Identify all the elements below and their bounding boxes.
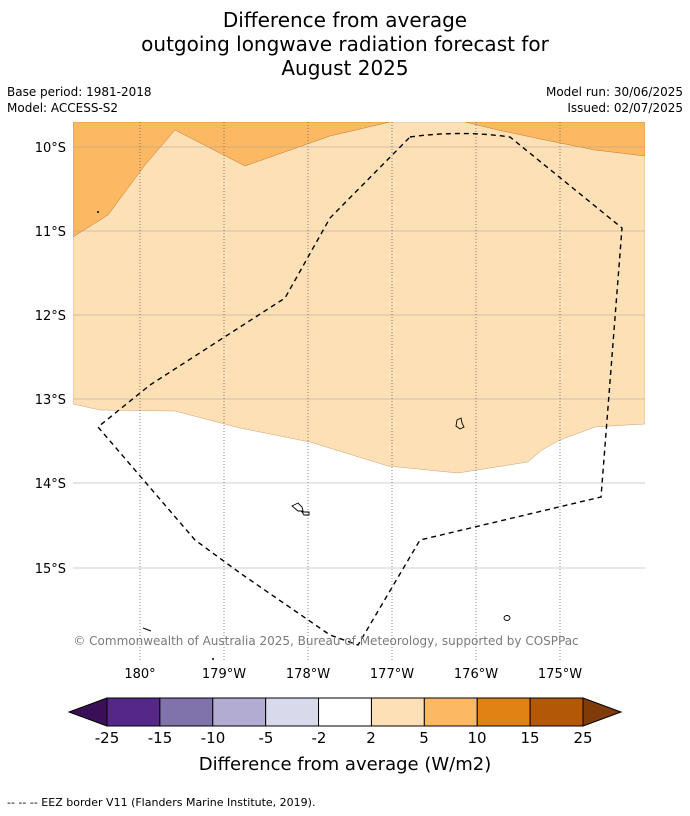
anomaly-region-2-to-5 [73, 122, 645, 474]
cb-tick-minus2: -2 [312, 729, 327, 747]
lon-label-175w: 175°W [538, 667, 582, 682]
colorbar-segment-6 [423, 697, 478, 727]
lat-label-12s: 12°S [35, 309, 66, 324]
meta-left: Base period: 1981-2018 Model: ACCESS-S2 [7, 84, 152, 116]
title-line-1: Difference from average [222, 8, 468, 32]
title-line-3: August 2025 [281, 56, 409, 80]
colorbar-segment-7 [476, 697, 531, 727]
colorbar: -25 -15 -10 -5 -2 2 5 10 15 25 Differenc… [67, 697, 623, 775]
lat-label-14s: 14°S [35, 477, 66, 492]
colorbar-segment-2 [212, 697, 267, 727]
lon-label-180: 180° [124, 667, 155, 682]
copyright-text: © Commonwealth of Australia 2025, Bureau… [73, 634, 578, 648]
colorbar-segment-0 [106, 697, 161, 727]
lon-label-177w: 177°W [370, 667, 414, 682]
map-title: Difference from average outgoing longwav… [0, 8, 690, 80]
cb-tick-minus15: -15 [148, 729, 173, 747]
model-run-text: Model run: 30/06/2025 [545, 85, 683, 99]
anomaly-region-5-to-10-east [464, 122, 645, 157]
cb-tick-15: 15 [520, 729, 539, 747]
lat-label-15s: 15°S [35, 562, 66, 577]
island-north-dot [97, 211, 99, 213]
colorbar-segments [106, 697, 584, 727]
map-plot-area [73, 122, 645, 660]
lat-label-11s: 11°S [35, 225, 66, 240]
colorbar-segment-3 [265, 697, 320, 727]
longitude-labels: 180° 179°W 178°W 177°W 176°W 175°W [124, 667, 582, 682]
island-south-dot [212, 658, 214, 660]
latitude-gridlines [73, 146, 645, 569]
meta-right: Model run: 30/06/2025 Issued: 02/07/2025 [546, 84, 683, 116]
lat-label-10s: 10°S [35, 141, 66, 156]
issued-text: Issued: 02/07/2025 [567, 101, 683, 115]
lon-label-178w: 178°W [286, 667, 330, 682]
cb-tick-minus5: -5 [259, 729, 274, 747]
cb-tick-25: 25 [573, 729, 592, 747]
latitude-labels: 10°S 11°S 12°S 13°S 14°S 15°S [35, 141, 66, 577]
cb-tick-5: 5 [419, 729, 429, 747]
colorbar-low-extend [67, 697, 108, 727]
lon-label-179w: 179°W [202, 667, 246, 682]
cb-tick-minus25: -25 [95, 729, 120, 747]
lat-label-13s: 13°S [35, 393, 66, 408]
island-southwest [142, 627, 152, 632]
cb-tick-minus10: -10 [201, 729, 226, 747]
title-line-2: outgoing longwave radiation forecast for [141, 32, 549, 56]
island-tokelau [455, 417, 465, 430]
cb-tick-2: 2 [366, 729, 376, 747]
eez-border [96, 132, 623, 646]
island-wallis-2 [301, 511, 310, 516]
lon-label-176w: 176°W [454, 667, 498, 682]
island-wallis-1 [291, 502, 304, 512]
colorbar-segment-8 [529, 697, 584, 727]
colorbar-segment-1 [159, 697, 214, 727]
cb-tick-10: 10 [467, 729, 486, 747]
island-east [503, 615, 511, 621]
colorbar-segment-5 [370, 697, 425, 727]
colorbar-high-extend [582, 697, 623, 727]
colorbar-segment-4 [318, 697, 372, 727]
base-period-text: Base period: 1981-2018 [7, 85, 152, 99]
colorbar-label: Difference from average (W/m2) [199, 754, 491, 775]
anomaly-region-5-to-10-west [73, 122, 391, 238]
model-text: Model: ACCESS-S2 [7, 101, 119, 115]
colorbar-tick-labels: -25 -15 -10 -5 -2 2 5 10 15 25 [95, 729, 593, 747]
eez-legend-text: -- -- -- EEZ border V11 (Flanders Marine… [7, 796, 316, 809]
